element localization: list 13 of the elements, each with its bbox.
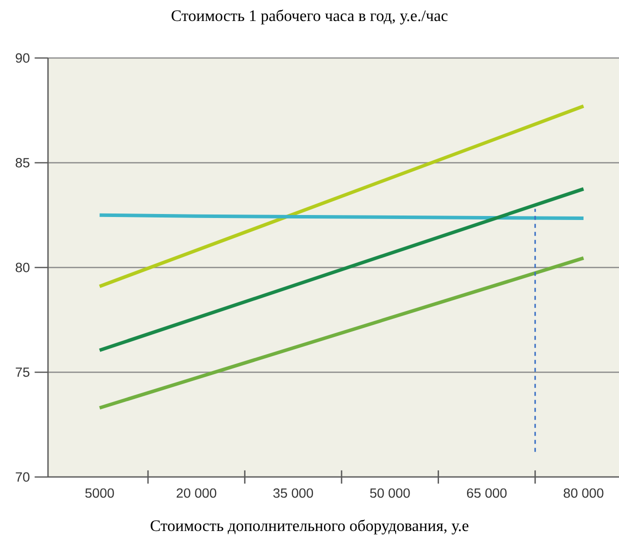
x-tick-label: 65 000 (467, 488, 507, 498)
x-tick-label: 35 000 (273, 488, 314, 498)
y-tick-label: 70 (16, 472, 30, 482)
x-tick-label: 80 000 (564, 488, 604, 498)
y-tick-label: 90 (16, 53, 30, 63)
x-tick-label: 5000 (85, 488, 114, 498)
x-tick-label: 50 000 (370, 488, 410, 498)
x-axis-title: Стоимость дополнительного оборудования, у.е (150, 520, 468, 534)
y-tick-label: 75 (16, 368, 30, 377)
x-tick-label: 20 000 (176, 488, 216, 498)
y-tick-label: 80 (16, 262, 30, 272)
chart-title: Стоимость 1 рабочего часа в год, у.е./час (172, 10, 448, 24)
y-tick-label: 85 (16, 158, 30, 168)
